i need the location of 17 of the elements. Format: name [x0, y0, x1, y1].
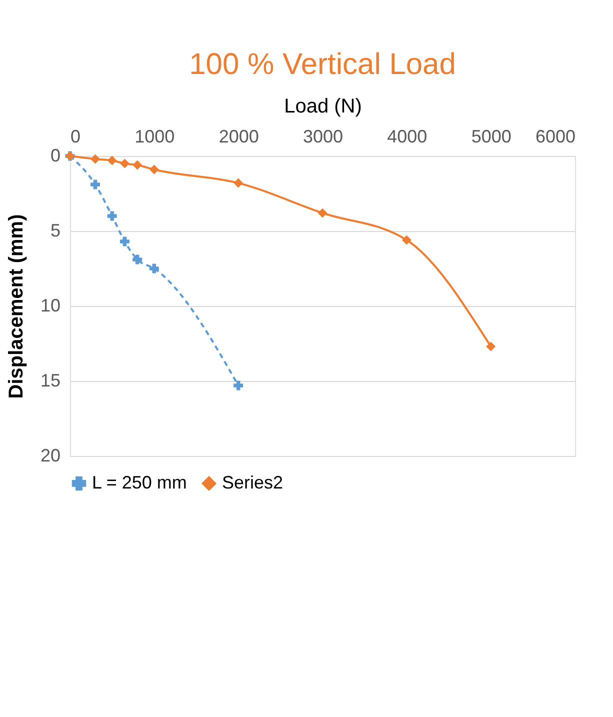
y-tick-label: 15: [40, 370, 60, 390]
y-tick-label: 20: [40, 446, 60, 466]
chart-title: 100 % Vertical Load: [189, 48, 456, 81]
y-tick-label: 5: [50, 220, 60, 240]
y-tick-label: 0: [50, 146, 60, 166]
y-axis-title: Displacement (mm): [5, 214, 28, 399]
x-tick-label: 6000: [535, 126, 576, 146]
legend-label: Series2: [222, 472, 284, 492]
x-tick-label: 5000: [471, 126, 512, 146]
x-tick-label: 0: [70, 126, 81, 146]
x-tick-label: 1000: [134, 126, 175, 146]
legend-label: L = 250 mm: [92, 472, 187, 492]
x-tick-label: 4000: [387, 126, 428, 146]
y-tick-label: 10: [40, 296, 60, 316]
x-axis-title: Load (N): [284, 96, 362, 118]
x-tick-label: 3000: [302, 126, 344, 146]
x-tick-label: 2000: [218, 126, 259, 146]
